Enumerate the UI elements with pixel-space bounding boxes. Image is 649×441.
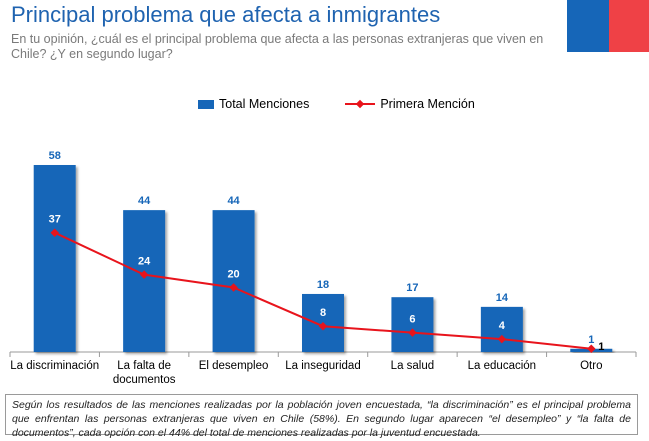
bar-total-menciones	[391, 297, 434, 352]
flag-blue-block	[567, 0, 609, 52]
x-tick-label: La educación	[468, 360, 536, 372]
line-marker	[50, 228, 59, 237]
chart-legend: Total Menciones Primera Mención	[198, 97, 475, 111]
line-value-label: 8	[320, 307, 326, 319]
line-value-label: 37	[49, 214, 61, 226]
x-tick-label: Otro	[580, 360, 602, 372]
legend-label-primera: Primera Mención	[380, 97, 475, 111]
bar-value-label: 1	[588, 334, 594, 346]
footnote-box: Según los resultados de las menciones re…	[5, 394, 638, 439]
line-marker	[408, 328, 417, 337]
bar-value-label: 44	[227, 195, 240, 207]
legend-bar-swatch	[198, 99, 214, 109]
x-tick-label: La inseguridad	[285, 360, 360, 372]
line-marker	[318, 321, 328, 331]
line-marker	[229, 283, 238, 292]
bar-total-menciones	[33, 165, 76, 352]
page-subtitle: En tu opinión, ¿cuál es el principal pro…	[11, 32, 544, 61]
line-value-label: 6	[409, 314, 415, 326]
line-value-label: 24	[138, 256, 151, 268]
x-tick-label: El desempleo	[199, 360, 269, 372]
flag-red-block	[609, 0, 649, 52]
bar-value-label: 14	[496, 292, 509, 304]
bar-total-menciones	[212, 210, 255, 352]
bar-value-label: 44	[138, 195, 151, 207]
legend-label-total: Total Menciones	[219, 97, 310, 111]
line-value-label: 4	[499, 320, 506, 332]
bar-value-label: 17	[406, 282, 418, 294]
bar-value-label: 58	[49, 150, 61, 162]
bar-line-chart: La discriminación La falta de documentos El…	[9, 150, 637, 386]
line-value-label: 1	[598, 341, 604, 353]
bar-total-menciones	[480, 306, 523, 352]
line-value-label: 20	[227, 269, 239, 281]
x-tick-label: La falta de documentos	[113, 360, 176, 386]
page-title: Principal problema que afecta a inmigran…	[11, 2, 441, 27]
line-marker	[139, 270, 149, 279]
bar-total-menciones	[123, 210, 166, 352]
x-tick-label: La salud	[391, 360, 434, 372]
line-marker	[587, 344, 596, 354]
bar-value-label: 18	[317, 279, 329, 291]
x-tick-label: La discriminación	[10, 360, 99, 372]
legend-line-swatch	[345, 99, 376, 109]
line-marker	[497, 334, 507, 344]
